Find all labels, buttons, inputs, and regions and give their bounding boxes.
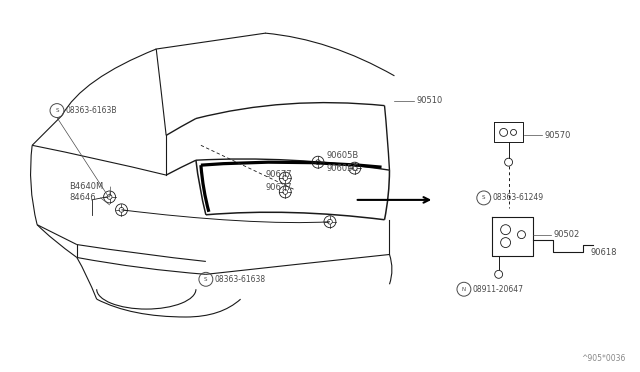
Text: 90570: 90570 (544, 131, 571, 140)
Text: S: S (204, 277, 207, 282)
Text: 90605C: 90605C (327, 164, 359, 173)
Text: 84646: 84646 (69, 193, 95, 202)
Text: 90605B: 90605B (327, 151, 359, 160)
Text: 90618: 90618 (591, 248, 618, 257)
Text: 90502: 90502 (553, 230, 579, 239)
Text: S: S (482, 195, 486, 201)
Text: 08363-61638: 08363-61638 (215, 275, 266, 284)
Text: 90510: 90510 (416, 96, 442, 105)
Text: ^905*0036: ^905*0036 (581, 354, 626, 363)
Text: N: N (462, 287, 466, 292)
Text: 90677: 90677 (266, 183, 292, 192)
Text: S: S (55, 108, 59, 113)
Text: 90677: 90677 (266, 170, 292, 179)
Text: 08363-61249: 08363-61249 (493, 193, 544, 202)
Text: 08363-6163B: 08363-6163B (66, 106, 117, 115)
Text: 08911-20647: 08911-20647 (473, 285, 524, 294)
Text: B4640M: B4640M (69, 183, 103, 192)
